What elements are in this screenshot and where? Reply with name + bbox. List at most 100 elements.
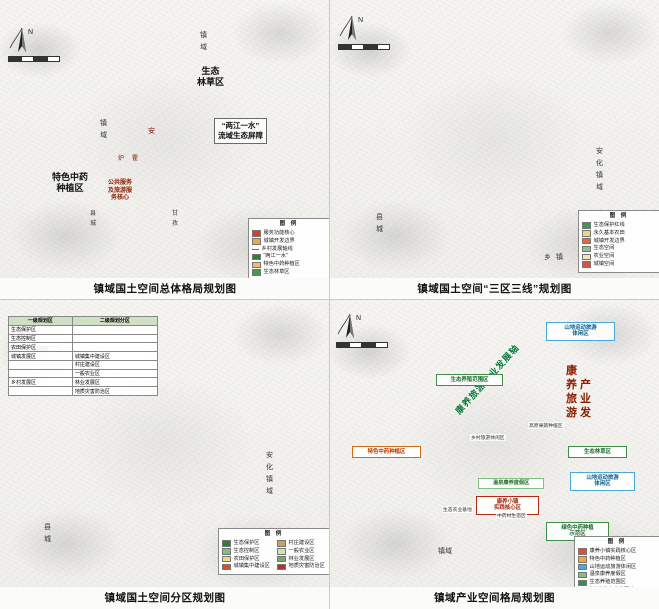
legend-item: 生态养殖范围区 [578, 579, 656, 587]
legend-overall: 图 例 服务功能核心 城镇开发边界 乡村发展轴线 “两江一水” 特色中药种植区 … [248, 218, 330, 278]
table-row: 城镇发展区 城镇集中建设区 [8, 351, 159, 361]
table-row: 村庄建设区 [8, 359, 159, 370]
legend-label: 农田保护区 [233, 555, 260, 562]
place-label-1: 安 [266, 452, 273, 459]
axis-char-2: 养 [566, 379, 577, 391]
svg-text:N: N [28, 29, 33, 36]
legend-label: 生态养殖范围区 [589, 579, 626, 586]
legend-swatch [222, 548, 231, 555]
table-row: 地质灾害防治区 [8, 386, 159, 397]
place-label-7: 县 [376, 214, 383, 221]
place-label-2: 域 [100, 132, 107, 139]
place-label-1: 镇 [100, 120, 107, 127]
place-label-2: 化 [266, 464, 273, 471]
place-label-5: 县 [44, 524, 51, 531]
legend-label: 生态保护区 [233, 540, 260, 547]
panel-three-zones: N 安 化 镇 域 乡 镇 县 城 图 例 生态保护红线 永久基本农田 城镇开发… [330, 0, 659, 300]
north-arrow-icon: N [337, 313, 361, 338]
place-label-8: 城 [376, 226, 383, 233]
legend-swatch [252, 253, 261, 261]
axis-char-3: 旅 [566, 393, 577, 405]
legend-item: 服务功能核心 [252, 230, 326, 237]
place-label-4: 域 [596, 184, 603, 191]
scale-bar [8, 56, 60, 65]
legend-title: 图 例 [279, 221, 299, 227]
table-cell: 村庄建设区 [71, 359, 159, 370]
legend-item: 康养小镇实践核心区 [578, 548, 656, 555]
legend-label: 生态控制区 [233, 547, 260, 554]
legend-label: 康养小镇实践核心区 [589, 548, 637, 555]
map-canvas-overall: N 生态 林草区 特色中药 种植区 “两江一水” 流域生态屏障 公共服务 及旅游 [0, 0, 330, 278]
panel-industry: N 康养旅游产业发展轴 康 养 旅 游 产 业 发 山地运动旅游 体闲区 生态养殖… [330, 300, 659, 609]
place-label-3: 镇 [200, 32, 207, 39]
legend-swatch [582, 253, 591, 261]
panel-caption-industry: 镇域产业空间格局规划图 [434, 592, 555, 604]
legend-item: 特色中药种植区 [252, 261, 326, 269]
legend-swatch [582, 222, 591, 229]
place-label-3: 镇 [266, 476, 273, 483]
table-cell [8, 386, 73, 397]
small-tag-2: 乡村旅游休闲区 [470, 434, 506, 441]
legend-swatch [277, 555, 286, 563]
place-label-1: 安 [596, 148, 603, 155]
panel-caption-overall: 镇域国土空间总体格局规划图 [93, 283, 237, 295]
scale-bar [338, 44, 390, 53]
node-label-5: 甘 [172, 211, 179, 217]
legend-swatch [222, 563, 231, 571]
axis-char-6: 业 [580, 393, 591, 405]
legend-item: 生态空间 [582, 245, 656, 253]
axis-char-1: 康 [566, 365, 577, 377]
legend-label: “两江一水” [263, 253, 288, 260]
tag-sport-north: 山地运动旅游 体闲区 [546, 322, 615, 341]
panel-divider-horizontal [0, 299, 659, 300]
tag-hotspring: 温泉康养度假区 [478, 478, 545, 489]
table-cell: 乡村发展区 [8, 377, 73, 388]
legend-item: 生态控制区 [222, 548, 271, 555]
node-label-4: 城 [90, 221, 97, 227]
legend-swatch [252, 238, 261, 245]
legend-swatch [277, 540, 286, 547]
legend-item: 城镇开发边界 [252, 238, 326, 245]
tag-eco-forest: 生态林草区 [568, 446, 627, 458]
legend-item: 地质灾害防治区 [277, 563, 326, 571]
legend-label: 一般农业区 [288, 547, 315, 554]
legend-label: 乡村发展轴线 [261, 245, 293, 252]
legend-title: 图 例 [264, 531, 284, 537]
table-cell [71, 324, 159, 335]
north-arrow-icon: N [9, 27, 33, 52]
panel-caption-three-zones: 镇域国土空间“三区三线”规划图 [417, 283, 572, 295]
zone-label-eco-forest: 生态 林草区 [197, 66, 225, 88]
legend-swatch [578, 556, 587, 563]
legend-three-zones: 图 例 生态保护红线 永久基本农田 城镇开发边界 生态空间 农业空间 城镇空间 [578, 210, 659, 273]
table-header-cell: 二级规划分区 [71, 316, 159, 326]
town-label-main: 镇域 [438, 548, 452, 555]
table-cell: 地质灾害防治区 [71, 386, 159, 397]
svg-text:N: N [358, 17, 363, 24]
legend-swatch [277, 548, 286, 555]
table-row: 乡村发展区 林业发展区 [8, 377, 159, 388]
legend-swatch [252, 269, 261, 276]
legend-label: 特色中药种植区 [263, 261, 300, 268]
legend-swatch [578, 563, 587, 571]
legend-label: 生态空间 [593, 245, 615, 252]
legend-item: 特色中药种植区 [578, 556, 656, 563]
legend-item: 生态林草区 [252, 269, 326, 276]
panel-caption-subzones: 镇域国土空间分区规划图 [104, 592, 226, 604]
legend-swatch [222, 540, 231, 547]
legend-swatch [578, 548, 587, 555]
legend-swatch [252, 230, 261, 237]
table-cell: 城镇集中建设区 [71, 351, 159, 361]
legend-item: 城镇空间 [582, 261, 656, 268]
legend-swatch [578, 571, 587, 579]
legend-title: 图 例 [607, 539, 627, 545]
table-cell: 生态控制区 [8, 333, 73, 344]
legend-swatch [582, 237, 591, 245]
table-cell: 农田保护区 [8, 342, 73, 353]
legend-label: 特色中药种植区 [589, 555, 626, 562]
table-row: 农田保护区 [8, 342, 159, 353]
axis-char-4: 游 [566, 407, 577, 419]
table-cell [71, 342, 159, 353]
table-cell: 城镇发展区 [8, 351, 73, 361]
